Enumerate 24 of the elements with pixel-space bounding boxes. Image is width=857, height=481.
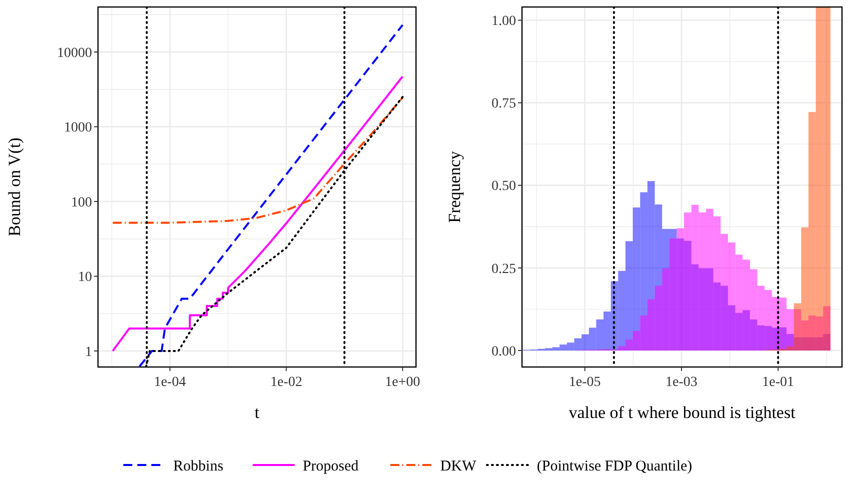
legend-label: DKW [440, 458, 477, 474]
y-tick-label: 1000 [64, 120, 92, 136]
x-tick-label: 1e-01 [762, 375, 794, 390]
y-tick-label: 1 [85, 344, 92, 360]
y-tick-label: 0.00 [492, 344, 516, 360]
y-tick-label: 0.75 [492, 96, 516, 112]
y-tick-label: 10 [78, 270, 92, 286]
y-tick-label: 0.25 [492, 262, 516, 277]
x-tick-label: 1e-05 [568, 375, 601, 390]
y-axis-title: Bound on V(t) [5, 138, 24, 236]
legend-label: Proposed [302, 458, 360, 474]
y-tick-label: 1.00 [492, 14, 516, 30]
x-tick-label: 1e-04 [154, 375, 186, 390]
x-axis-title: value of t where bound is tightest [568, 403, 796, 422]
x-tick-label: 1e-03 [666, 375, 698, 390]
y-tick-label: 0.50 [492, 179, 516, 194]
y-axis-title: Frequency [445, 150, 464, 223]
x-tick-label: 1e+00 [385, 375, 420, 390]
x-axis-title: t [254, 403, 260, 422]
legend-label: Robbins [173, 458, 224, 474]
y-tick-label: 10000 [57, 46, 92, 61]
legend-label: (Pointwise FDP Quantile) [536, 458, 692, 474]
y-tick-label: 100 [71, 195, 92, 210]
x-tick-label: 1e-02 [270, 375, 302, 390]
